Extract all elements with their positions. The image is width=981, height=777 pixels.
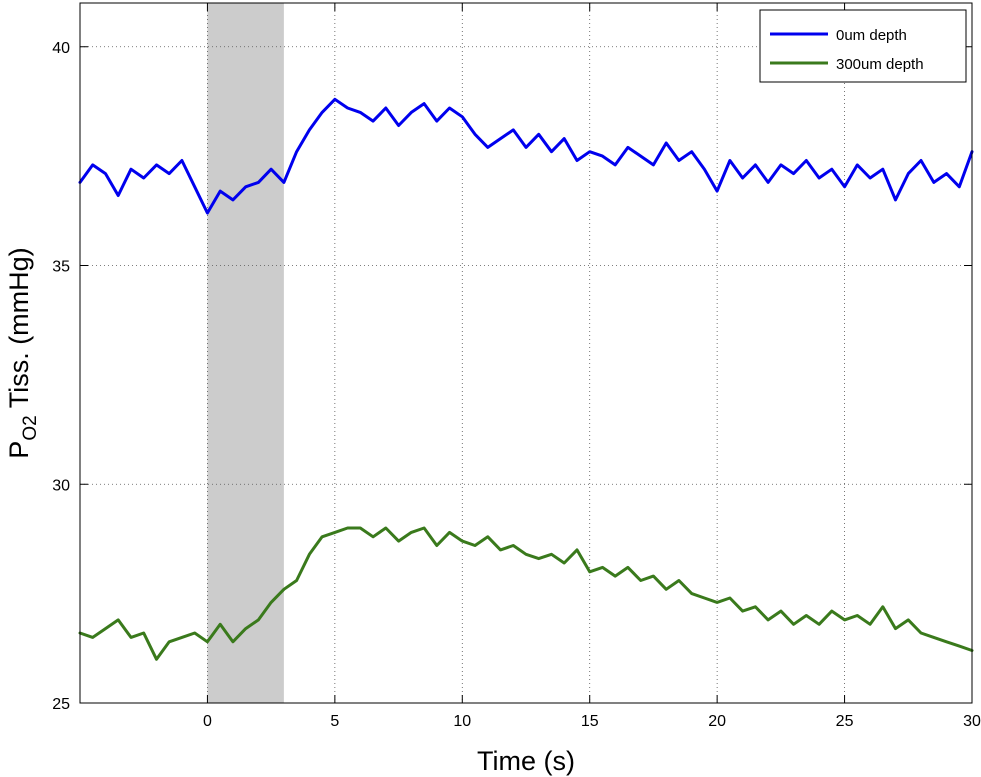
y-axis-label-rest: Tiss. (mmHg)	[4, 247, 34, 415]
y-tick-label: 35	[52, 259, 70, 276]
y-tick-label: 25	[52, 696, 70, 713]
stimulus-shaded-region	[207, 3, 284, 703]
legend-box	[759, 9, 967, 83]
x-tick-label: 30	[963, 713, 981, 730]
series-line-300um	[78, 526, 974, 661]
x-tick-label: 20	[708, 713, 726, 730]
x-tick-label: 10	[453, 713, 471, 730]
legend: 0um depth 300um depth	[759, 9, 967, 83]
x-tick-label: 0	[203, 713, 212, 730]
y-axis-label: PO2 Tiss. (mmHg)	[4, 247, 41, 458]
legend-label-0um: 0um depth	[836, 27, 907, 44]
x-axis-label: Time (s)	[477, 746, 575, 776]
series-layer	[78, 97, 974, 661]
axis-ticks: 0 5 10 15 20 25 30 25 30 35 40	[52, 3, 981, 730]
y-tick-label: 30	[52, 477, 70, 494]
y-tick-label: 40	[52, 40, 70, 57]
plot-border	[79, 2, 973, 704]
x-tick-label: 5	[330, 713, 339, 730]
y-axis-label-main: P	[4, 441, 34, 459]
legend-label-300um: 300um depth	[836, 56, 924, 73]
x-tick-label: 25	[836, 713, 854, 730]
x-tick-label: 15	[581, 713, 599, 730]
series-line-0um	[78, 97, 974, 215]
y-axis-label-sub: O2	[20, 415, 41, 440]
